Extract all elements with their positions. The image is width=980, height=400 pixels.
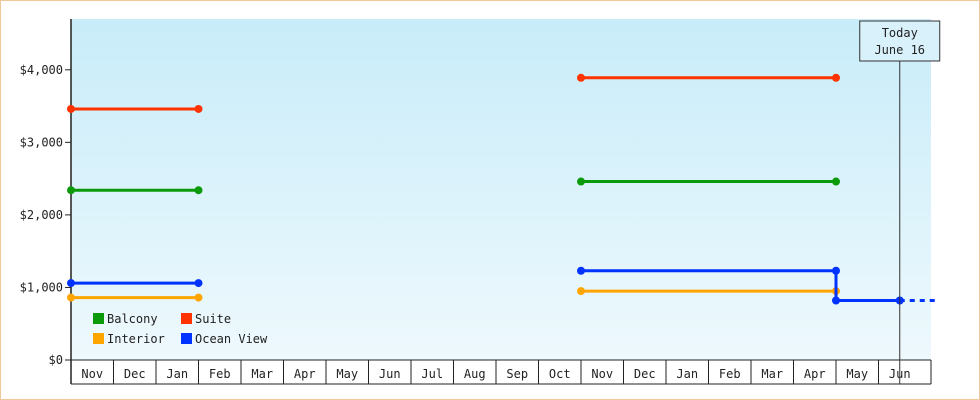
data-point <box>832 177 840 186</box>
x-tick-label: Dec <box>634 367 656 381</box>
x-tick-label: Oct <box>549 367 571 381</box>
data-point <box>577 266 585 275</box>
x-tick-label: Sep <box>506 367 528 381</box>
x-tick-label: Feb <box>719 367 741 381</box>
x-tick-label: Jun <box>379 367 401 381</box>
data-point <box>194 186 203 195</box>
y-tick-label: $1,000 <box>20 280 63 294</box>
legend-label: Balcony <box>107 312 158 326</box>
legend: Balcony Suite Interior Ocean View <box>93 312 268 346</box>
data-point <box>577 287 585 296</box>
series-interior <box>67 287 840 302</box>
x-tick-label: Feb <box>209 367 231 381</box>
data-point <box>577 177 585 186</box>
x-tick-label: Mar <box>761 367 783 381</box>
x-tick-label: Jan <box>166 367 188 381</box>
data-point <box>832 266 840 275</box>
x-tick-label: Dec <box>124 367 146 381</box>
y-tick-label: $0 <box>49 353 63 367</box>
x-tick-label: Nov <box>591 367 613 381</box>
legend-swatch <box>181 313 192 324</box>
x-tick-label: Nov <box>81 367 103 381</box>
legend-swatch <box>93 333 104 344</box>
legend-label: Ocean View <box>195 332 268 346</box>
data-point <box>832 296 840 305</box>
x-tick-label: Jan <box>676 367 698 381</box>
data-point <box>577 73 585 82</box>
y-tick-label: $4,000 <box>20 63 63 77</box>
x-tick-label: May <box>336 367 358 381</box>
legend-label: Interior <box>107 332 165 346</box>
today-date: June 16 <box>874 43 925 57</box>
data-point <box>194 279 203 288</box>
data-point <box>194 104 203 113</box>
data-point <box>194 293 203 302</box>
series-suite <box>67 73 840 113</box>
plot-background <box>71 19 931 360</box>
y-tick-label: $3,000 <box>20 135 63 149</box>
x-tick-label: May <box>846 367 868 381</box>
y-tick-label: $2,000 <box>20 208 63 222</box>
series-balcony <box>67 177 840 195</box>
x-tick-label: Jul <box>421 367 443 381</box>
series-line <box>581 269 900 303</box>
today-label: Today <box>882 26 918 40</box>
series-ocean-view <box>67 266 936 305</box>
x-tick-label: Apr <box>294 367 316 381</box>
legend-swatch <box>181 333 192 344</box>
data-point <box>67 186 75 195</box>
data-point <box>67 293 75 302</box>
data-point <box>67 279 75 288</box>
data-point <box>832 73 840 82</box>
x-tick-label: Aug <box>464 367 486 381</box>
legend-swatch <box>93 313 104 324</box>
data-point <box>67 104 75 113</box>
x-tick-label: Mar <box>251 367 273 381</box>
x-tick-label: Apr <box>804 367 826 381</box>
today-box <box>859 20 941 62</box>
legend-label: Suite <box>195 312 231 326</box>
